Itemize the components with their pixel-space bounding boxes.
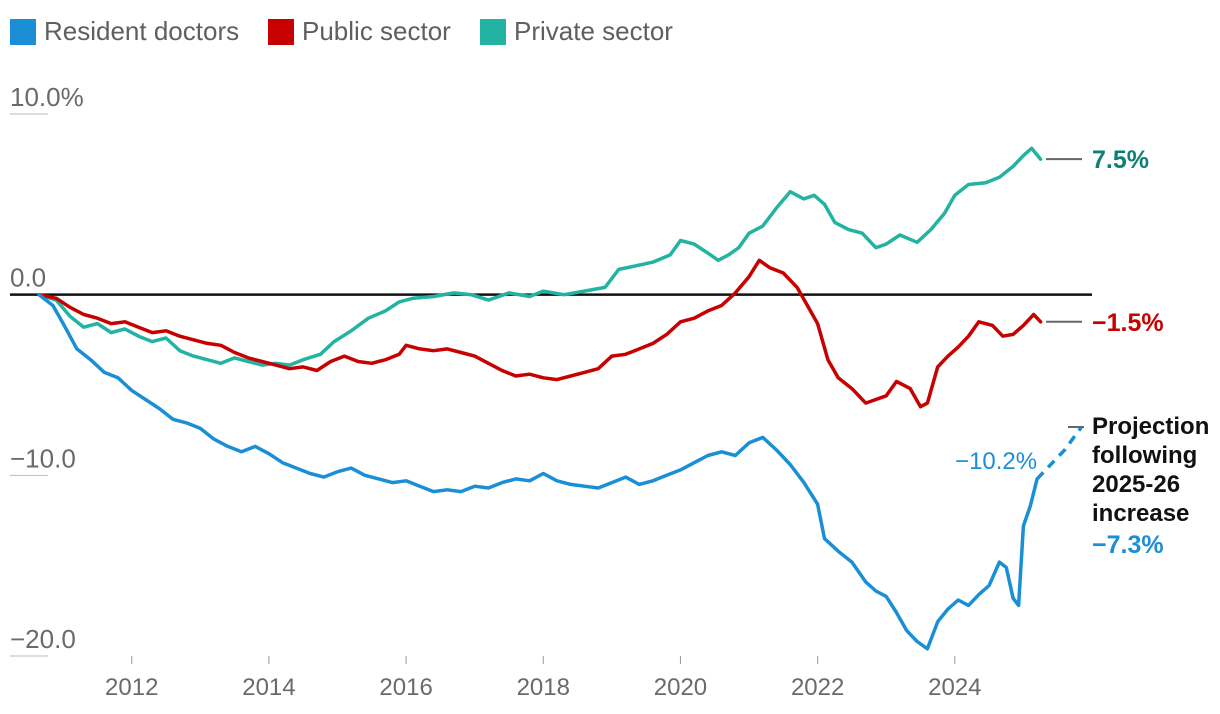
- end-label-private-sector: 7.5%: [1092, 146, 1149, 174]
- x-tick-label-2014: 2014: [242, 674, 295, 701]
- series-line-resident-doctors-projection: [1035, 425, 1084, 481]
- legend-swatch-private-sector: [480, 19, 506, 45]
- y-tick-label-10: 10.0%: [10, 82, 84, 112]
- y-axis: 10.0% 0.0 −10.0 −20.0: [10, 82, 84, 657]
- legend-swatch-public-sector: [268, 19, 294, 45]
- series: [37, 146, 1084, 651]
- projection-annotation: Projection following 2025-26 increase −7…: [1068, 413, 1209, 559]
- y-tick-label-minus-10: −10.0: [10, 443, 76, 473]
- end-label-resident-doctors: −10.2%: [955, 448, 1037, 475]
- x-tick-label-2016: 2016: [379, 674, 432, 701]
- legend-item-resident-doctors: Resident doctors: [10, 16, 239, 46]
- legend-label-public-sector: Public sector: [302, 16, 451, 46]
- projection-note-line-2: following: [1092, 442, 1197, 469]
- legend-label-resident-doctors: Resident doctors: [44, 16, 239, 46]
- projection-value-label: −7.3%: [1092, 531, 1164, 559]
- y-tick-label-0: 0.0: [10, 263, 46, 293]
- x-tick-label-2020: 2020: [654, 674, 707, 701]
- projection-note-line-3: 2025-26: [1092, 471, 1180, 498]
- legend-item-private-sector: Private sector: [480, 16, 673, 46]
- legend-item-public-sector: Public sector: [268, 16, 451, 46]
- end-label-public-sector: −1.5%: [1092, 309, 1164, 337]
- projection-note-line-1: Projection: [1092, 413, 1209, 440]
- legend-label-private-sector: Private sector: [514, 16, 673, 46]
- x-tick-label-2018: 2018: [517, 674, 570, 701]
- end-labels: 7.5% −1.5% −10.2%: [955, 146, 1164, 475]
- series-line-private-sector: [37, 146, 1043, 367]
- series-line-resident-doctors: [37, 292, 1039, 651]
- x-tick-label-2024: 2024: [928, 674, 981, 701]
- series-line-public-sector: [37, 258, 1043, 409]
- y-tick-label-minus-20: −20.0: [10, 624, 76, 654]
- projection-note-line-4: increase: [1092, 500, 1189, 527]
- legend-swatch-resident-doctors: [10, 19, 36, 45]
- x-tick-label-2012: 2012: [105, 674, 158, 701]
- x-axis: 2012 2014 2016 2018 2020 2022 2024: [105, 656, 982, 701]
- legend: Resident doctors Public sector Private s…: [10, 16, 673, 46]
- x-tick-label-2022: 2022: [791, 674, 844, 701]
